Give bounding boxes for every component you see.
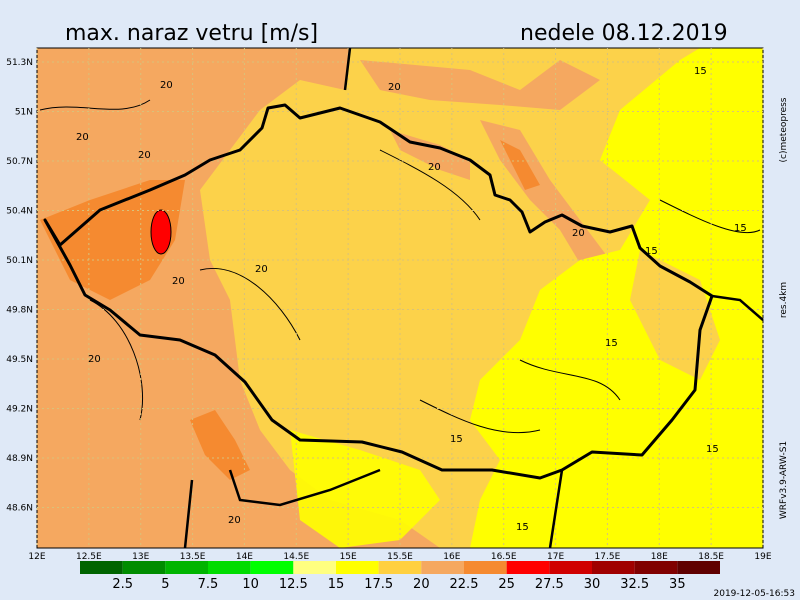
legend-label: 22.5 (450, 577, 479, 592)
contour-label: 15 (516, 522, 529, 533)
legend-swatch (165, 561, 208, 574)
model: WRFv3.9-ARW-S1 (779, 441, 789, 519)
legend-swatch (549, 561, 592, 574)
lon-label: 12.5E (76, 552, 102, 562)
country-border (43, 103, 714, 480)
lat-label: 48.9N (6, 454, 33, 464)
legend-label: 2.5 (112, 577, 133, 592)
lat-label: 49.5N (6, 355, 33, 365)
lon-label: 17E (547, 552, 564, 562)
contour-label: 15 (605, 338, 618, 349)
axis-labels: 51.3N 51N 50.7N 50.4N 50.1N 49.8N 49.5N 49.2N 48… (6, 58, 772, 562)
contour-label: 15 (706, 444, 719, 455)
contour-label: 20 (255, 264, 268, 275)
legend-swatch (122, 561, 166, 574)
lon-label: 18E (651, 552, 668, 562)
contour-label: 15 (734, 223, 747, 234)
legend-swatch (208, 561, 251, 574)
legend-swatch (80, 561, 123, 574)
lat-label: 51N (15, 108, 33, 118)
contour-label: 20 (388, 82, 401, 93)
legend-swatch (592, 561, 635, 574)
contour-label: 20 (138, 150, 151, 161)
lon-label: 13E (132, 552, 149, 562)
lon-label: 14.5E (283, 552, 309, 562)
lat-label: 50.7N (6, 157, 33, 167)
lat-label: 49.8N (6, 306, 33, 316)
map-title: max. naraz vetru [m/s] (65, 21, 318, 46)
legend-swatch (464, 561, 507, 574)
legend-label: 25 (498, 577, 515, 592)
legend-swatch (421, 561, 464, 574)
contour-label: 20 (428, 162, 441, 173)
lat-label: 49.2N (6, 405, 33, 415)
legend-swatch (336, 561, 379, 574)
lat-label: 50.1N (6, 256, 33, 266)
legend-label: 15 (328, 577, 345, 592)
legend-swatch (506, 561, 550, 574)
resolution: res.4km (779, 282, 789, 318)
contour-label: 20 (228, 515, 241, 526)
legend-label: 35 (669, 577, 686, 592)
legend-label: 30 (584, 577, 601, 592)
contour-labels: 20 20 20 20 20 20 20 20 20 20 15 15 15 1… (76, 66, 747, 533)
lon-label: 18.5E (698, 552, 724, 562)
lon-label: 13.5E (180, 552, 206, 562)
lat-label: 48.6N (6, 504, 33, 514)
lon-label: 15.5E (387, 552, 413, 562)
contour-label: 15 (450, 434, 463, 445)
contour-label: 20 (572, 228, 585, 239)
legend-swatch (634, 561, 678, 574)
legend-swatch (250, 561, 294, 574)
contour-label: 20 (88, 354, 101, 365)
lat-label: 51.3N (6, 58, 33, 68)
lon-label: 14E (236, 552, 253, 562)
contour-label: 20 (160, 80, 173, 91)
legend-swatch (378, 561, 422, 574)
lon-label: 16.5E (491, 552, 517, 562)
lon-label: 12E (28, 552, 45, 562)
lat-label: 50.4N (6, 207, 33, 217)
map-date: nedele 08.12.2019 (520, 21, 728, 46)
contour-label: 20 (76, 132, 89, 143)
credit: (c)meteopress (779, 97, 789, 162)
lon-label: 17.5E (595, 552, 621, 562)
neighbor-border (183, 47, 764, 549)
legend-label: 27.5 (535, 577, 564, 592)
lon-label: 16E (443, 552, 460, 562)
lon-label: 15E (340, 552, 357, 562)
legend-label: 32.5 (620, 577, 649, 592)
contour-label: 15 (645, 246, 658, 257)
lon-label: 19E (754, 552, 771, 562)
legend-label: 7.5 (198, 577, 219, 592)
color-legend: 2.5 5 7.5 10 12.5 15 17.5 20 22.5 25 27.5 30 32.5 35 (80, 561, 720, 592)
legend-label: 20 (413, 577, 430, 592)
legend-label: 12.5 (279, 577, 308, 592)
legend-label: 5 (161, 577, 169, 592)
contour-label: 15 (694, 66, 707, 77)
timestamp: 2019-12-05-16:53 (714, 589, 796, 599)
contour-label: 20 (172, 276, 185, 287)
legend-label: 10 (242, 577, 259, 592)
legend-swatch (677, 561, 720, 574)
legend-swatch (293, 561, 336, 574)
legend-label: 17.5 (364, 577, 393, 592)
